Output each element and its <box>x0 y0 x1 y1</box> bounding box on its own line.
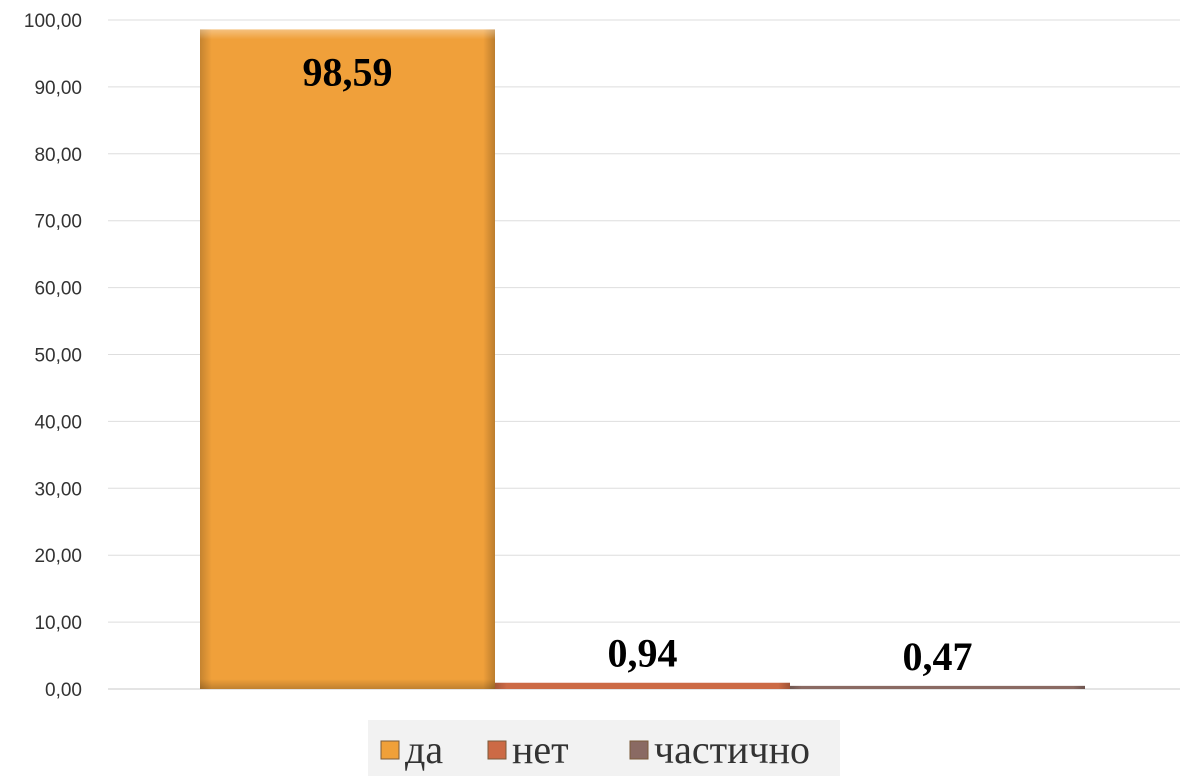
bars <box>200 29 1085 689</box>
legend-swatch <box>629 740 649 760</box>
y-tick-label: 0,00 <box>45 680 82 701</box>
legend-box <box>368 720 840 776</box>
legend-label: нет <box>512 727 569 772</box>
bar-2 <box>495 682 790 689</box>
y-tick-label: 100,00 <box>24 11 82 32</box>
legend-label: да <box>405 727 443 772</box>
bar-bevel-ends <box>495 682 790 689</box>
y-axis: 0,00 10,00 20,00 30,00 40,00 50,00 60,00 70,00 8… <box>24 11 82 701</box>
y-tick-label: 20,00 <box>34 546 82 567</box>
legend-swatch <box>380 740 400 760</box>
data-label: 98,59 <box>303 49 393 94</box>
bar-1 <box>200 29 495 689</box>
bar-bevel-ends <box>200 29 495 689</box>
y-tick-label: 90,00 <box>34 78 82 99</box>
y-tick-label: 50,00 <box>34 346 82 367</box>
legend-label: частично <box>654 727 810 772</box>
data-label: 0,47 <box>903 634 973 679</box>
data-label: 0,94 <box>608 631 678 676</box>
data-labels: 98,59 0,94 0,47 <box>303 49 973 678</box>
legend-item: да <box>380 727 443 772</box>
legend-item: частично <box>629 727 810 772</box>
legend-item: нет <box>487 727 569 772</box>
y-tick-label: 70,00 <box>34 212 82 233</box>
y-tick-label: 80,00 <box>34 145 82 166</box>
y-tick-label: 10,00 <box>34 613 82 634</box>
y-tick-label: 30,00 <box>34 479 82 500</box>
legend-swatch <box>487 740 507 760</box>
bar-bevel-ends <box>790 685 1085 689</box>
y-tick-label: 60,00 <box>34 279 82 300</box>
y-tick-label: 40,00 <box>34 412 82 433</box>
legend: да нет частично <box>368 720 840 776</box>
bar-3 <box>790 685 1085 689</box>
